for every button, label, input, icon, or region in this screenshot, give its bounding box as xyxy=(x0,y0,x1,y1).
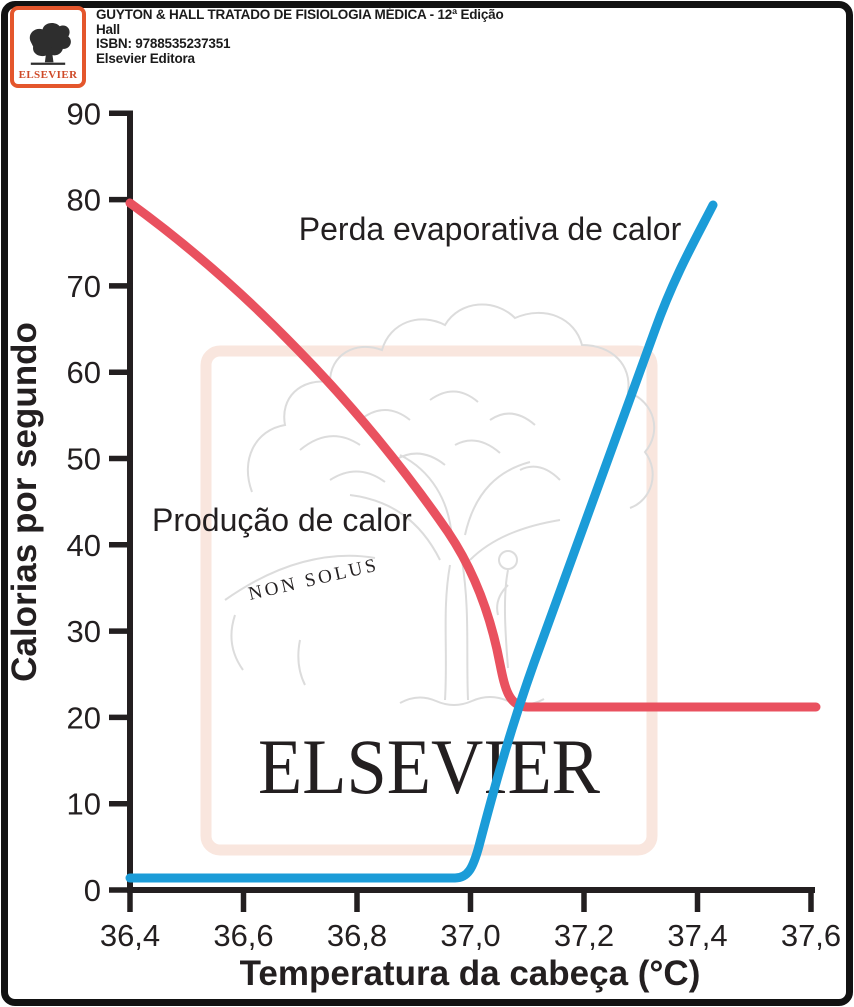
x-tick-labels: 36,4 36,6 36,8 37,0 37,2 37,4 37,6 xyxy=(100,918,841,953)
y-tick-label: 70 xyxy=(67,269,101,304)
x-tick-label: 37,4 xyxy=(667,918,727,953)
watermark-banner-text: NON SOLUS xyxy=(246,554,380,604)
x-tick-label: 37,0 xyxy=(440,918,500,953)
header-text: GUYTON & HALL TRATADO DE FISIOLOGIA MÉDI… xyxy=(96,6,504,66)
x-axis-title: Temperatura da cabeça (°C) xyxy=(240,954,701,993)
heat-production-label: Produção de calor xyxy=(152,502,412,538)
x-tick-label: 36,4 xyxy=(100,918,160,953)
watermark-border xyxy=(200,345,658,856)
y-tick-label: 60 xyxy=(67,355,101,390)
x-tick-label: 37,6 xyxy=(781,918,841,953)
x-tick-label: 37,2 xyxy=(554,918,614,953)
x-tick-label: 36,6 xyxy=(213,918,273,953)
evaporative-heat-loss-curve xyxy=(125,200,718,883)
book-author: Hall xyxy=(96,21,120,37)
y-tick-label: 30 xyxy=(67,614,101,649)
y-tick-label: 20 xyxy=(67,700,101,735)
elsevier-logo-wordmark: ELSEVIER xyxy=(18,69,78,81)
evaporative-heat-loss-label: Perda evaporativa de calor xyxy=(299,211,682,247)
book-title: GUYTON & HALL TRATADO DE FISIOLOGIA MÉDI… xyxy=(96,7,504,22)
book-publisher: Elsevier Editora xyxy=(96,50,195,66)
x-tick-label: 36,8 xyxy=(327,918,387,953)
watermark-tree-art xyxy=(224,303,656,706)
elsevier-tree-icon xyxy=(29,22,71,65)
y-tick-label: 80 xyxy=(67,183,101,218)
y-tick-label: 0 xyxy=(84,873,101,908)
header: ELSEVIER GUYTON & HALL TRATADO DE FISIOL… xyxy=(10,6,504,88)
y-tick-label: 50 xyxy=(67,442,101,477)
y-tick-label: 90 xyxy=(67,96,101,131)
elsevier-logo: ELSEVIER xyxy=(10,6,86,88)
book-isbn: ISBN: 9788535237351 xyxy=(96,36,231,51)
y-axis-title: Calorias por segundo xyxy=(5,322,44,682)
y-tick-label: 10 xyxy=(67,787,101,822)
watermark-wordmark: ELSEVIER xyxy=(258,723,600,810)
y-tick-labels: 90 80 70 60 50 40 30 20 10 0 xyxy=(67,96,101,908)
heat-production-curve xyxy=(125,198,821,712)
y-tick-label: 40 xyxy=(67,528,101,563)
elsevier-watermark: NON SOLUS ELSEVIER xyxy=(200,303,658,856)
